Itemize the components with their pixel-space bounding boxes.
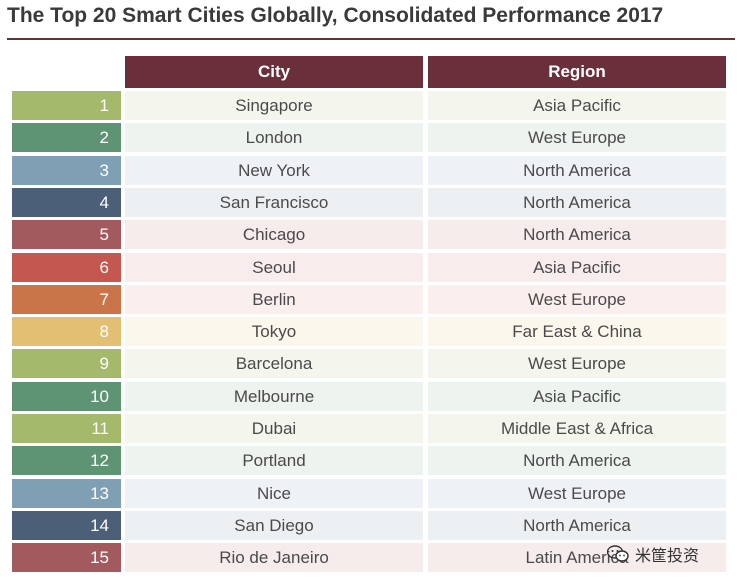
region-cell: Middle East & Africa	[428, 414, 726, 443]
wechat-icon	[607, 545, 629, 562]
rank-badge: 13	[12, 479, 121, 508]
city-cell: Rio de Janeiro	[125, 543, 423, 572]
city-cell: Tokyo	[125, 317, 423, 346]
watermark-text: 米筐投资	[635, 548, 700, 565]
city-cell: Seoul	[125, 253, 423, 282]
region-cell: West Europe	[428, 123, 726, 152]
region-cell: Asia Pacific	[428, 253, 726, 282]
rank-badge: 7	[12, 285, 121, 314]
city-cell: Barcelona	[125, 349, 423, 378]
city-cell: Singapore	[125, 91, 423, 120]
chart-title: The Top 20 Smart Cities Globally, Consol…	[7, 4, 664, 27]
rank-badge: 11	[12, 414, 121, 443]
rank-badge: 5	[12, 220, 121, 249]
region-cell: North America	[428, 511, 726, 540]
rank-badge: 3	[12, 156, 121, 185]
city-cell: New York	[125, 156, 423, 185]
region-cell: West Europe	[428, 285, 726, 314]
rank-badge: 10	[12, 382, 121, 411]
region-cell: North America	[428, 446, 726, 475]
city-cell: San Diego	[125, 511, 423, 540]
city-cell: Nice	[125, 479, 423, 508]
city-cell: London	[125, 123, 423, 152]
rank-badge: 4	[12, 188, 121, 217]
region-cell: Asia Pacific	[428, 382, 726, 411]
column-header-region: Region	[428, 56, 726, 88]
region-cell: North America	[428, 156, 726, 185]
city-cell: Melbourne	[125, 382, 423, 411]
rank-badge: 1	[12, 91, 121, 120]
city-cell: Chicago	[125, 220, 423, 249]
region-cell: Far East & China	[428, 317, 726, 346]
city-cell: Dubai	[125, 414, 423, 443]
title-divider	[7, 38, 735, 40]
region-cell: North America	[428, 220, 726, 249]
watermark: 米筐投资	[607, 539, 699, 569]
rank-badge: 9	[12, 349, 121, 378]
region-cell: Asia Pacific	[428, 91, 726, 120]
region-cell: West Europe	[428, 479, 726, 508]
region-cell: Latin America	[428, 543, 726, 572]
city-cell: San Francisco	[125, 188, 423, 217]
column-header-city: City	[125, 56, 423, 88]
rank-badge: 12	[12, 446, 121, 475]
region-cell: North America	[428, 188, 726, 217]
rank-badge: 6	[12, 253, 121, 282]
rank-badge: 15	[12, 543, 121, 572]
rank-badge: 14	[12, 511, 121, 540]
city-cell: Berlin	[125, 285, 423, 314]
rank-badge: 2	[12, 123, 121, 152]
rank-badge: 8	[12, 317, 121, 346]
region-cell: West Europe	[428, 349, 726, 378]
city-cell: Portland	[125, 446, 423, 475]
